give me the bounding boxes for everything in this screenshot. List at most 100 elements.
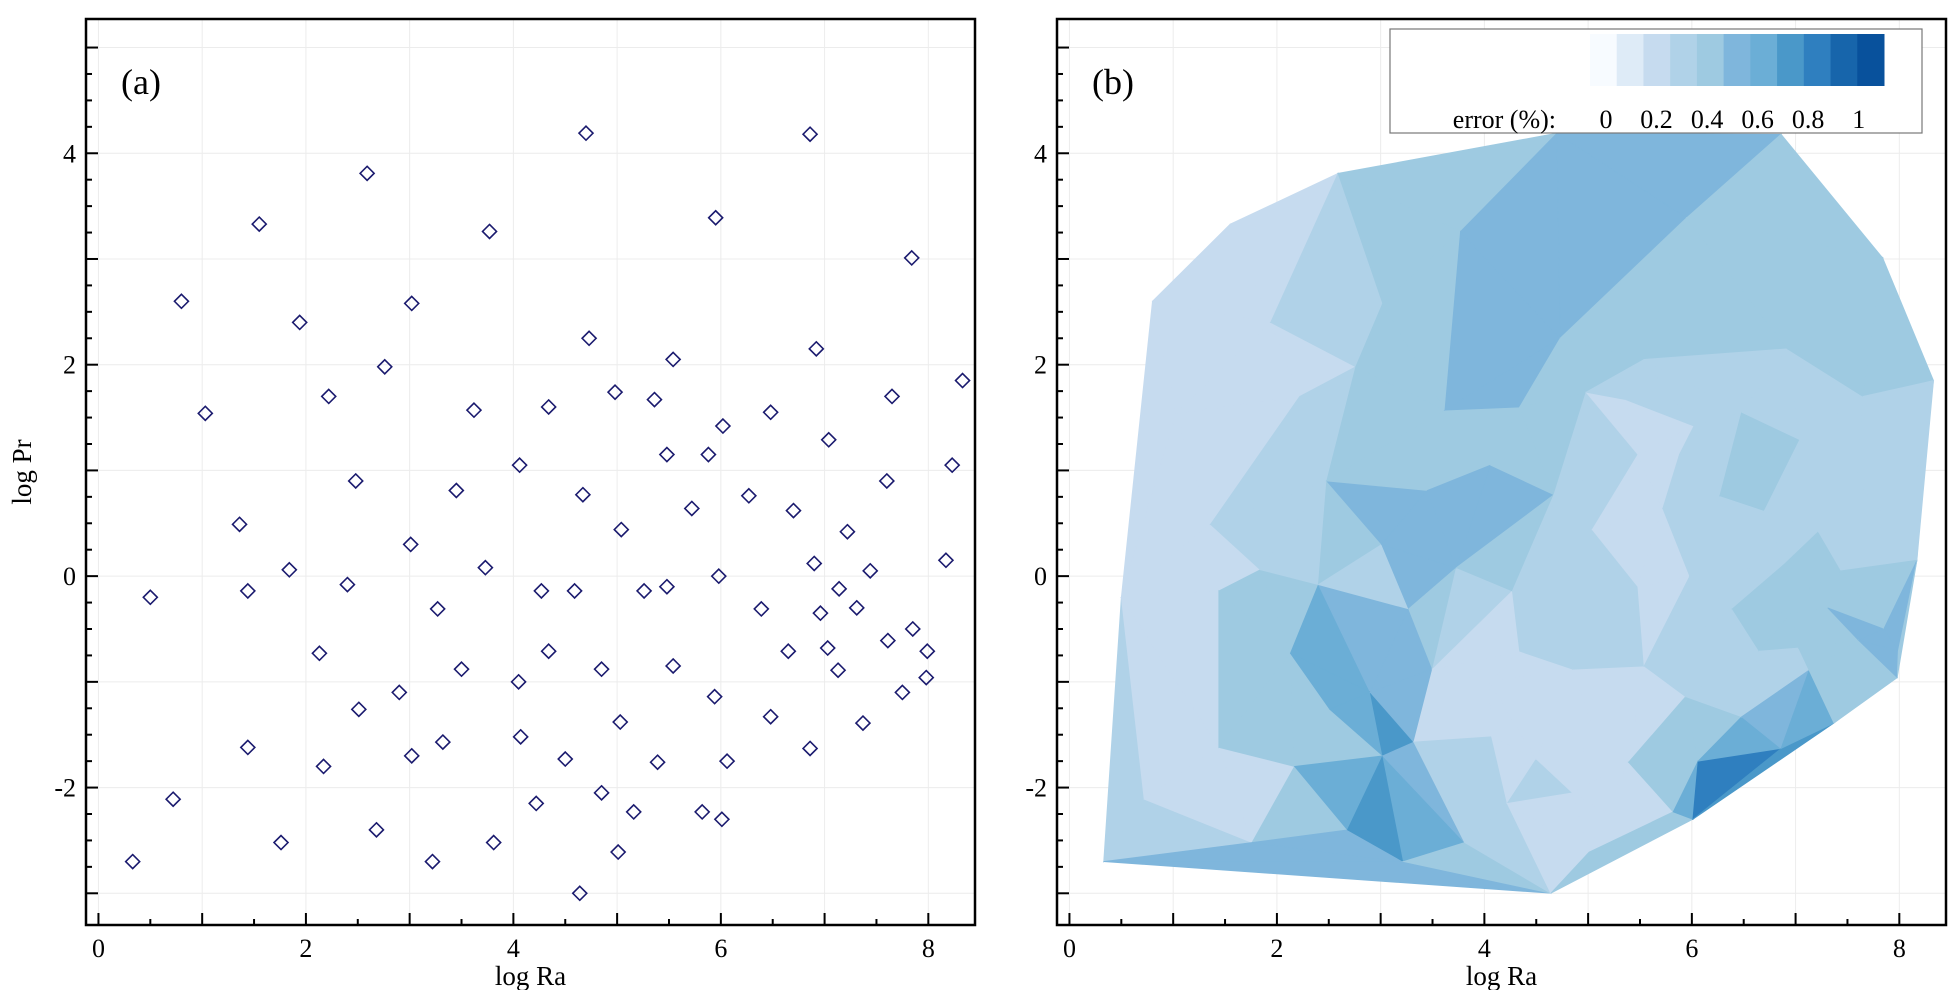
data-point: [718, 753, 736, 770]
data-point: [540, 643, 557, 660]
data-point: [165, 791, 182, 808]
data-point: [937, 552, 955, 569]
data-point: [453, 661, 470, 678]
data-point: [806, 555, 823, 572]
data-point: [448, 482, 465, 499]
data-point: [612, 713, 629, 731]
x-axis-title: log Ra: [1466, 961, 1537, 990]
data-point: [477, 559, 494, 576]
data-point: [862, 562, 879, 579]
legend-swatch: [1696, 34, 1725, 86]
data-point: [625, 803, 642, 821]
legend-swatch: [1750, 34, 1778, 86]
panel-label: (b): [1092, 62, 1134, 102]
legend-tick-label: 0.6: [1741, 105, 1774, 134]
data-point: [429, 600, 446, 618]
data-point: [124, 853, 141, 870]
legend-tick-label: 0: [1600, 105, 1613, 134]
y-tick-label: 0: [63, 562, 76, 591]
error-triangle: [1896, 560, 1918, 678]
data-point: [635, 582, 653, 600]
data-point: [350, 701, 367, 718]
data-point: [540, 398, 557, 416]
data-point: [239, 739, 256, 756]
data-point: [424, 853, 441, 870]
data-point: [780, 643, 797, 660]
y-tick-label: 4: [1034, 139, 1047, 168]
x-tick-label: 2: [1270, 934, 1283, 963]
legend-swatch: [1777, 34, 1805, 86]
data-point: [577, 125, 595, 142]
y-tick-label: -2: [1025, 774, 1047, 803]
data-point: [593, 784, 610, 801]
data-point: [533, 582, 550, 600]
data-point: [740, 487, 757, 504]
data-point: [753, 600, 770, 618]
legend-swatch: [1670, 34, 1698, 86]
data-point: [566, 582, 583, 600]
data-point: [894, 684, 911, 701]
data-point: [376, 358, 393, 375]
data-point: [762, 404, 779, 421]
data-point: [785, 502, 802, 519]
data-point: [919, 643, 936, 660]
data-point: [231, 516, 248, 533]
data-point: [339, 576, 356, 593]
legend-swatch: [1723, 34, 1751, 86]
data-point: [878, 472, 895, 490]
x-tick-label: 0: [92, 934, 105, 963]
x-tick-label: 4: [507, 934, 520, 963]
data-point: [646, 391, 663, 408]
data-point: [510, 673, 527, 690]
data-point: [883, 388, 901, 405]
data-point: [593, 661, 610, 678]
data-point: [944, 456, 961, 474]
y-tick-label: 0: [1034, 562, 1047, 591]
legend-swatch: [1643, 34, 1671, 86]
data-point: [665, 657, 682, 675]
data-point: [465, 402, 483, 419]
y-tick-label: 4: [63, 139, 76, 168]
data-point: [713, 811, 731, 828]
legend-swatch: [1616, 34, 1644, 86]
legend-swatch: [1590, 34, 1618, 86]
data-point: [291, 314, 308, 331]
data-point: [710, 568, 727, 585]
y-tick-label: 2: [63, 351, 76, 380]
y-tick-label: -2: [54, 774, 76, 803]
data-point: [358, 165, 376, 182]
data-point: [528, 795, 545, 812]
legend-title: error (%):: [1453, 105, 1556, 134]
data-point: [610, 843, 627, 861]
data-point: [714, 417, 732, 435]
y-tick-label: 2: [1034, 351, 1047, 380]
data-point: [281, 561, 298, 578]
data-point: [808, 340, 825, 357]
data-point: [368, 821, 385, 838]
data-point: [347, 472, 364, 490]
data-point: [315, 758, 332, 775]
data-point: [801, 126, 819, 143]
data-point: [762, 708, 779, 725]
legend-tick-label: 0.2: [1640, 105, 1673, 134]
plot-frame: [84, 17, 977, 927]
data-point: [904, 620, 921, 638]
data-point: [820, 431, 837, 448]
error-triangle: [1916, 380, 1934, 561]
data-point: [700, 446, 717, 463]
data-point: [511, 456, 528, 474]
data-point: [580, 330, 598, 347]
x-tick-label: 8: [1893, 934, 1906, 963]
data-point: [311, 645, 328, 662]
legend-swatch: [1857, 34, 1885, 86]
data-point: [658, 578, 676, 595]
x-tick-label: 8: [922, 934, 935, 963]
data-point: [706, 688, 723, 705]
data-point: [830, 580, 848, 597]
legend-tick-label: 0.4: [1691, 105, 1724, 134]
x-tick-label: 2: [299, 934, 312, 963]
data-point: [485, 834, 502, 851]
